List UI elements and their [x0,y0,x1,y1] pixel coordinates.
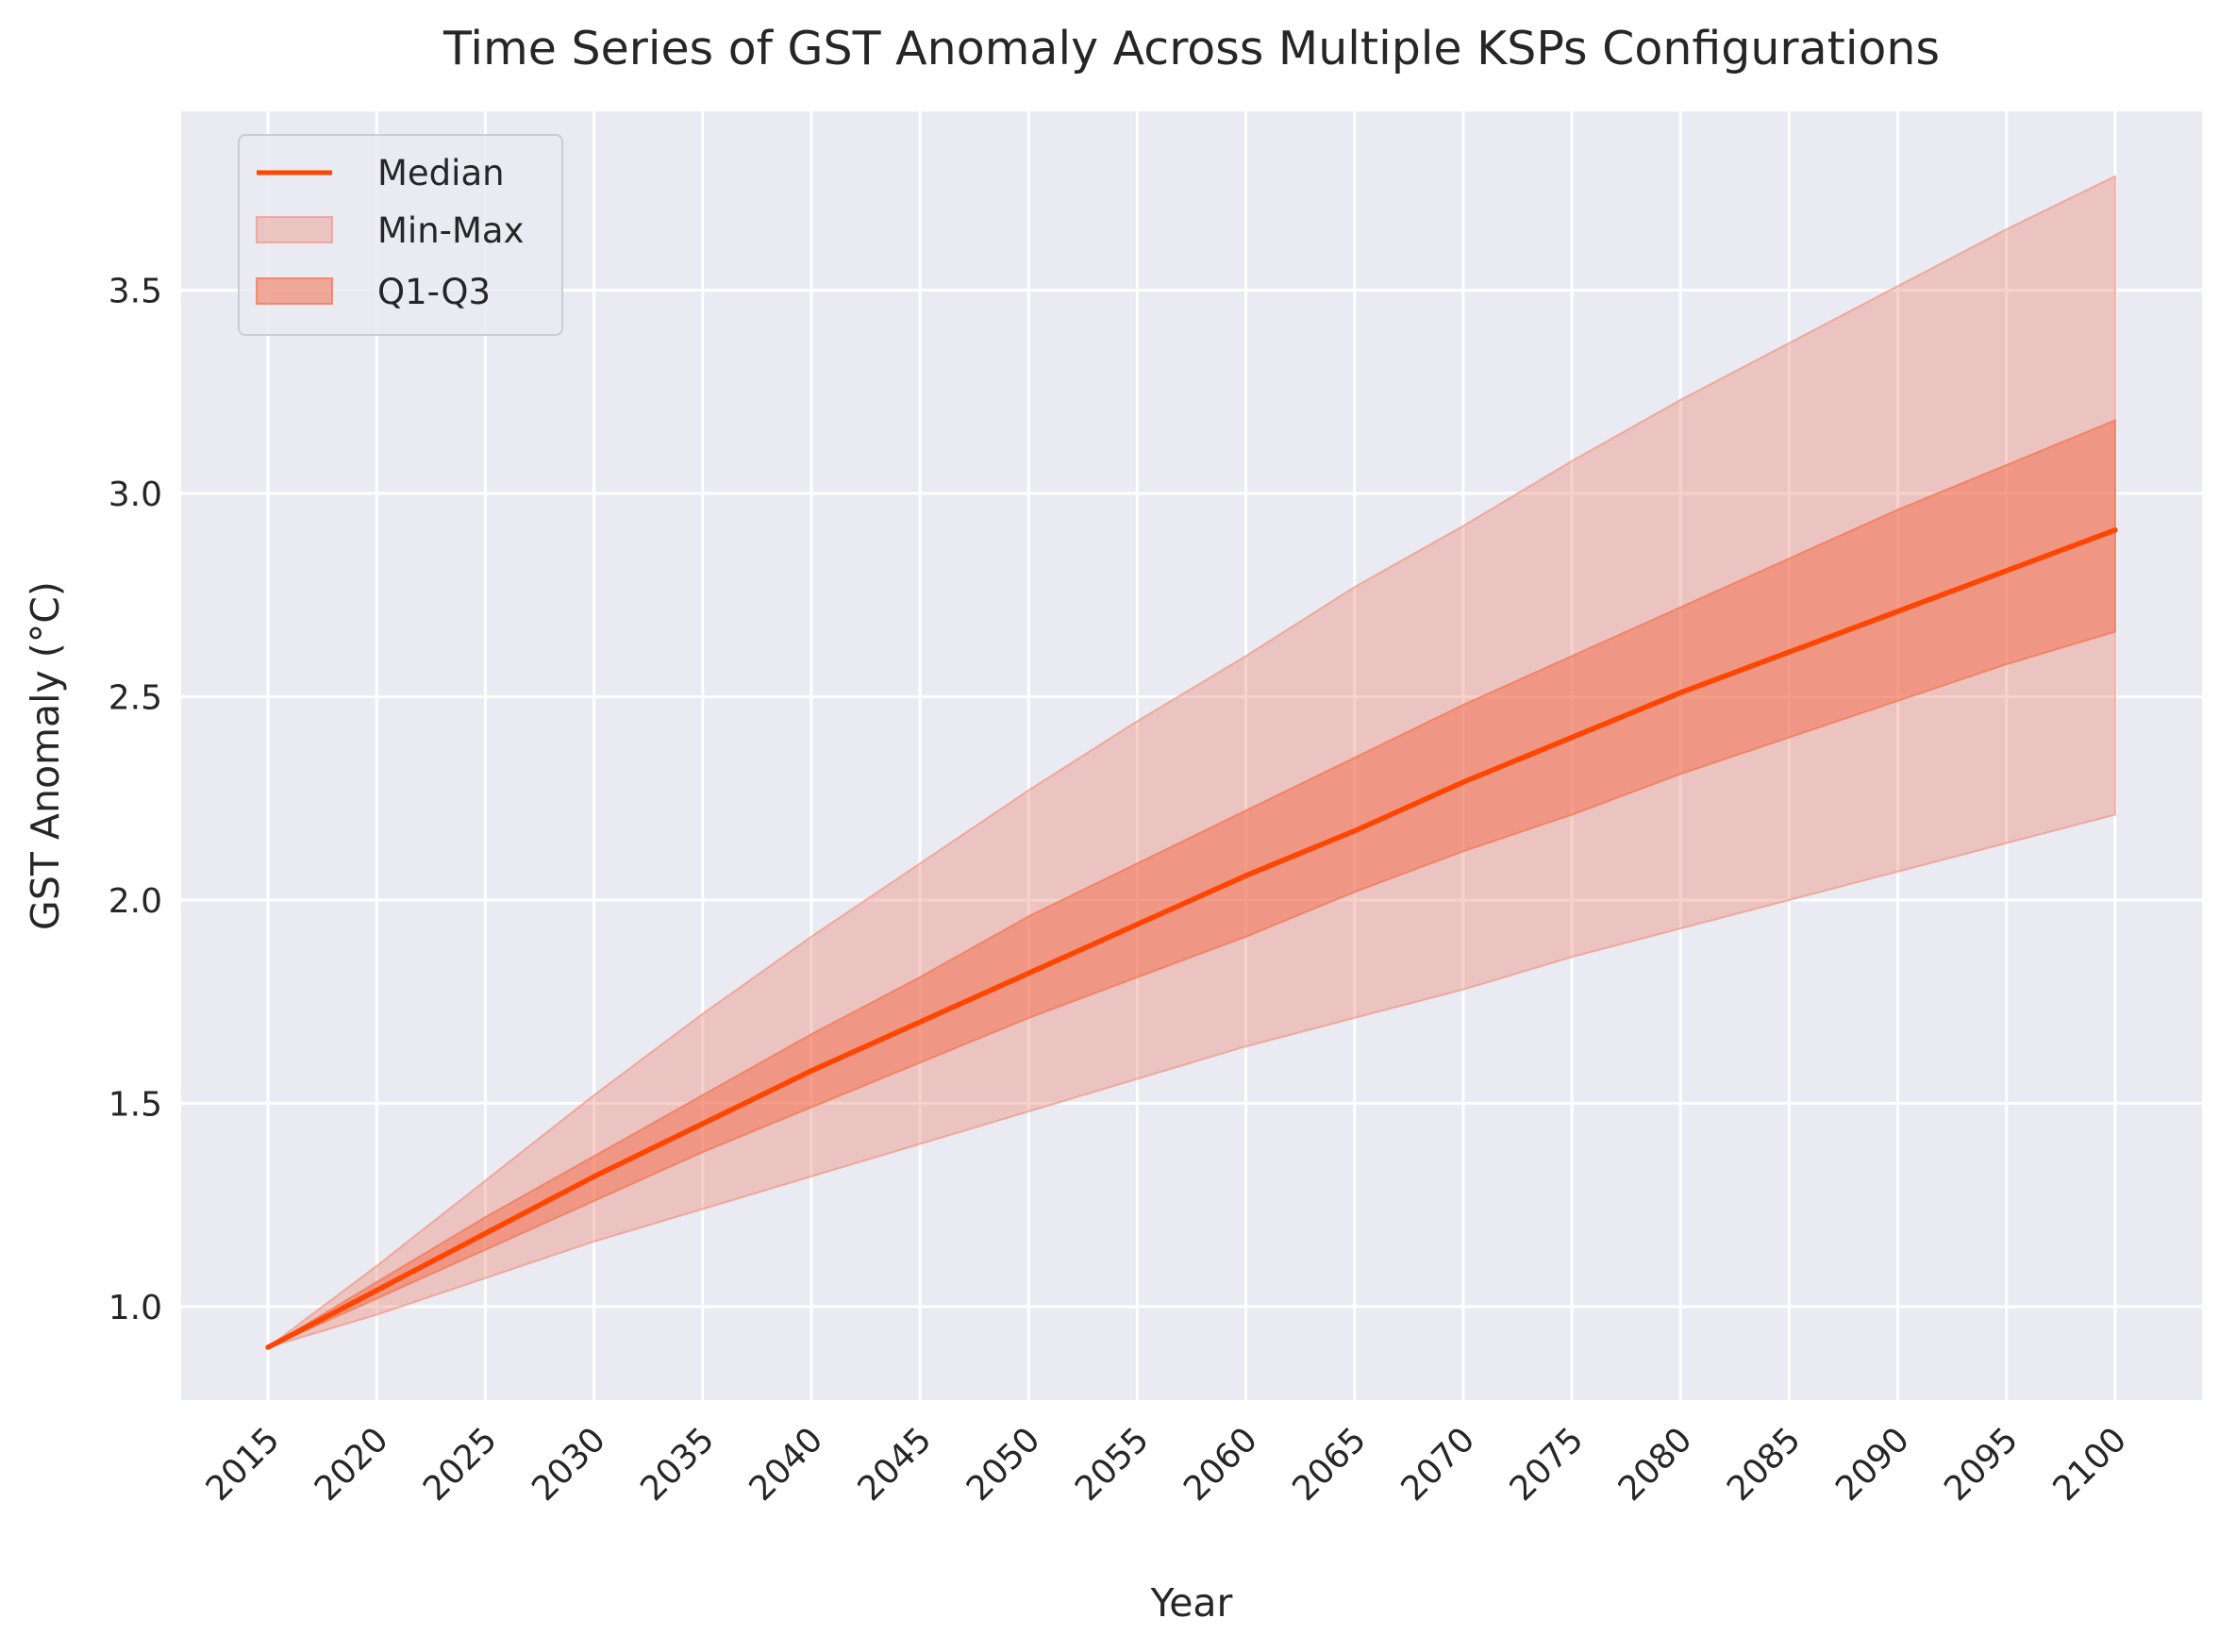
band-layer [267,175,2116,1348]
chart-title: Time Series of GST Anomaly Across Multip… [442,22,1940,75]
legend: Median Min-Max Q1-Q3 [238,134,563,336]
y-tick-labels: 1.0 1.5 2.0 2.5 3.0 3.5 [108,273,162,1327]
y-tick-label: 3.5 [108,273,162,311]
y-axis-label: GST Anomaly (°C) [23,581,68,930]
q1-q3-band [267,419,2116,1348]
legend-swatch-q1-q3 [256,277,333,305]
y-tick-label: 2.5 [108,679,162,718]
y-tick-label: 3.0 [108,476,162,514]
y-tick-label: 1.5 [108,1085,162,1124]
x-axis-label: Year [1150,1580,1233,1626]
y-tick-label: 1.0 [108,1289,162,1327]
line-layer [265,527,2118,1350]
y-tick-label: 2.0 [108,882,162,921]
legend-label-min-max: Min-Max [377,210,525,251]
median-line [265,527,2118,1350]
legend-label-median: Median [377,153,505,193]
legend-label-q1-q3: Q1-Q3 [377,272,491,312]
legend-swatch-min-max [256,216,333,243]
